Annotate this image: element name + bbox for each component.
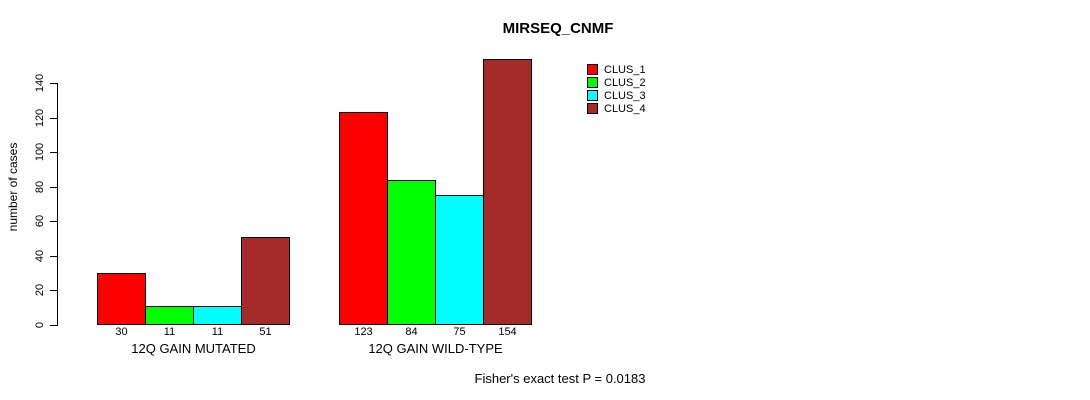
- legend: CLUS_1 CLUS_2 CLUS_3 CLUS_4: [587, 63, 646, 115]
- bar-value-label: 11: [163, 326, 176, 338]
- y-tick-label: 140: [34, 73, 46, 93]
- bar-value-label: 84: [405, 326, 418, 338]
- fisher-test-annotation: Fisher's exact test P = 0.0183: [474, 371, 646, 386]
- y-tick: [50, 187, 57, 188]
- bar: [387, 180, 436, 325]
- bar: [339, 112, 388, 325]
- chart-title: MIRSEQ_CNMF: [502, 20, 614, 37]
- group-label: 12Q GAIN WILD-TYPE: [368, 341, 503, 356]
- legend-swatch: [587, 90, 598, 101]
- y-axis-line: [57, 83, 58, 326]
- bar: [483, 59, 532, 325]
- y-tick-label: 120: [34, 108, 46, 128]
- legend-label: CLUS_4: [604, 102, 646, 115]
- bar: [241, 237, 290, 325]
- legend-label: CLUS_3: [604, 89, 646, 102]
- legend-row: CLUS_1: [587, 63, 646, 76]
- y-tick-label: 0: [34, 321, 46, 329]
- bar-value-label: 154: [498, 326, 517, 338]
- legend-label: CLUS_2: [604, 76, 646, 89]
- legend-row: CLUS_3: [587, 89, 646, 102]
- y-tick: [50, 256, 57, 257]
- bar-value-label: 11: [211, 326, 224, 338]
- y-tick: [50, 118, 57, 119]
- bar: [435, 195, 484, 325]
- legend-swatch: [587, 103, 598, 114]
- y-tick: [50, 325, 57, 326]
- bar: [145, 306, 194, 325]
- legend-row: CLUS_2: [587, 76, 646, 89]
- bar-value-label: 123: [354, 326, 373, 338]
- y-tick: [50, 83, 57, 84]
- y-tick: [50, 290, 57, 291]
- legend-label: CLUS_1: [604, 63, 646, 76]
- y-axis-label: number of cases: [6, 142, 20, 232]
- group-label: 12Q GAIN MUTATED: [131, 341, 256, 356]
- bar: [97, 273, 146, 325]
- legend-swatch: [587, 77, 598, 88]
- y-tick-label: 40: [34, 249, 46, 263]
- y-tick: [50, 152, 57, 153]
- legend-swatch: [587, 64, 598, 75]
- bar-value-label: 75: [453, 326, 466, 338]
- y-tick-label: 20: [34, 283, 46, 297]
- y-tick-label: 60: [34, 214, 46, 228]
- bar-value-label: 51: [259, 326, 272, 338]
- bar-value-label: 30: [115, 326, 128, 338]
- legend-row: CLUS_4: [587, 102, 646, 115]
- y-tick: [50, 221, 57, 222]
- y-tick-label: 100: [34, 142, 46, 162]
- y-tick-label: 80: [34, 180, 46, 194]
- bar: [193, 306, 242, 325]
